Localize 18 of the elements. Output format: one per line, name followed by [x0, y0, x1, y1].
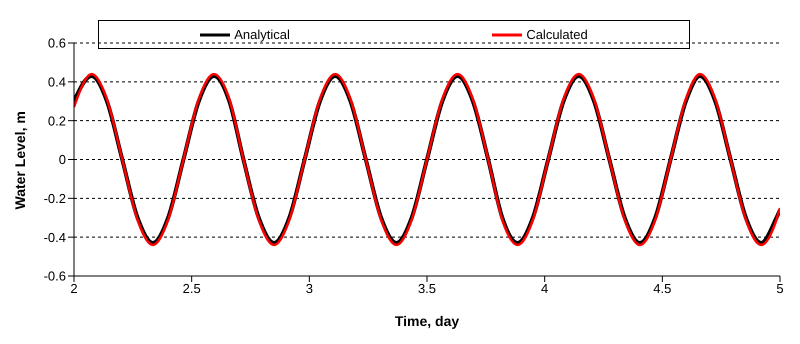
- y-tick-label: -0.6: [44, 268, 66, 284]
- x-tick-label: 4: [541, 281, 548, 296]
- x-tick-label: 3.5: [418, 281, 436, 296]
- y-tick-label: 0.4: [48, 74, 66, 90]
- y-tick-label: -0.4: [44, 230, 66, 245]
- x-tick-label: 5: [776, 281, 784, 296]
- y-tick-label: 0.2: [48, 113, 66, 128]
- x-tick-label: 2.5: [182, 281, 201, 296]
- y-tick-label: 0: [58, 152, 66, 168]
- y-tick-label: 0.6: [48, 36, 66, 51]
- x-axis-title: Time, day: [394, 313, 460, 329]
- x-tick-label: 3: [306, 281, 313, 296]
- legend-label: Analytical: [234, 27, 290, 42]
- x-tick-label: 4.5: [653, 281, 672, 296]
- y-tick-label: -0.2: [44, 190, 66, 206]
- y-axis-title: Water Level, m: [12, 111, 28, 210]
- x-tick-label: 2: [70, 281, 78, 296]
- legend-label: Calculated: [526, 27, 588, 42]
